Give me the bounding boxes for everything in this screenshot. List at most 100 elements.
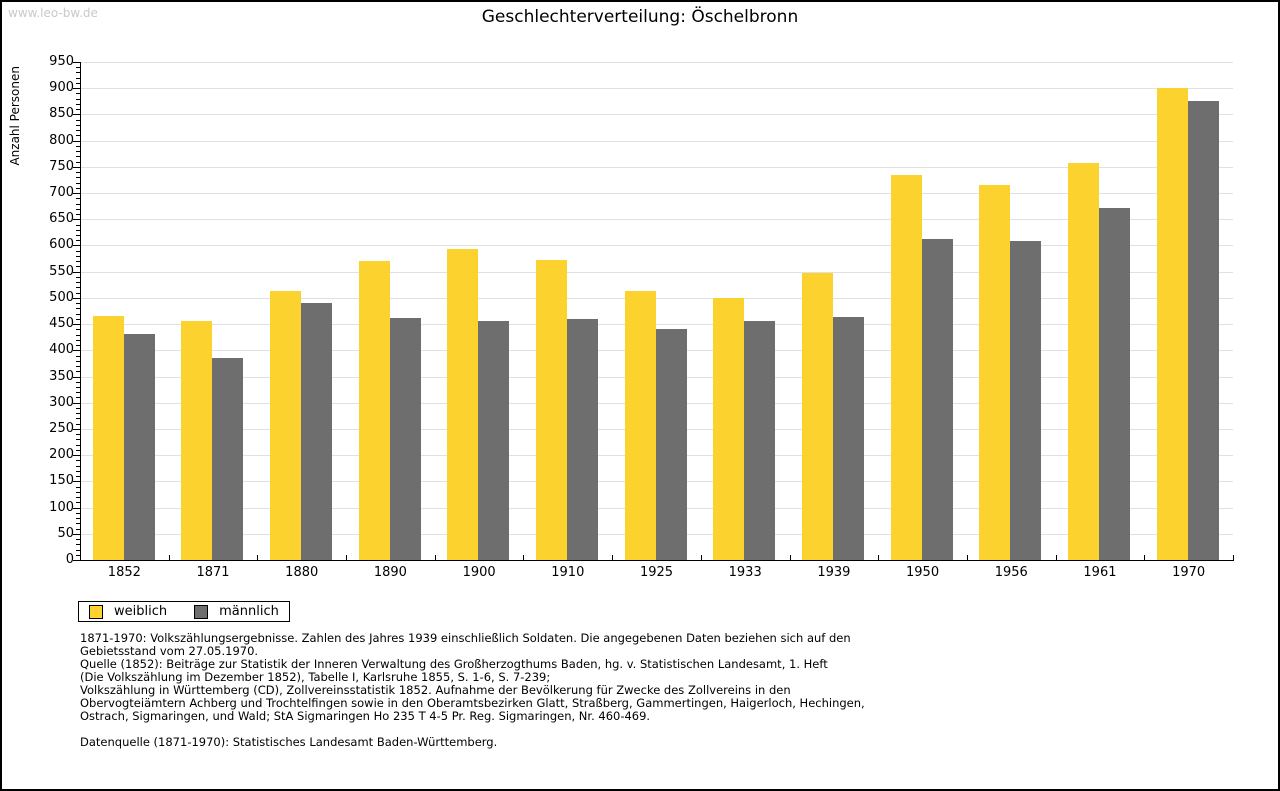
- y-tick-label-350: 350: [49, 368, 74, 384]
- gridline: [80, 166, 1233, 168]
- y-tick-label-250: 250: [49, 420, 74, 436]
- y-tick: [76, 366, 80, 368]
- y-tick: [76, 276, 80, 278]
- x-tick: [1233, 555, 1234, 560]
- y-tick: [76, 287, 80, 289]
- gridline: [80, 245, 1233, 247]
- y-tick: [76, 512, 80, 514]
- bar-männlich-1925: [655, 328, 687, 560]
- y-tick: [76, 460, 80, 462]
- y-tick-label-800: 800: [49, 132, 74, 148]
- gridline: [80, 62, 1233, 63]
- x-tick-label-1925: 1925: [639, 565, 674, 580]
- y-tick: [76, 470, 80, 472]
- y-tick: [76, 182, 80, 184]
- y-tick: [73, 166, 80, 168]
- bar-männlich-1900: [478, 321, 510, 560]
- y-tick: [76, 250, 80, 252]
- y-tick: [76, 318, 80, 320]
- y-tick: [76, 339, 80, 341]
- x-tick-label-1852: 1852: [107, 565, 141, 580]
- y-tick-label-850: 850: [49, 106, 74, 122]
- y-tick: [76, 360, 80, 362]
- y-tick: [76, 145, 80, 147]
- y-tick: [76, 72, 80, 74]
- y-tick: [73, 455, 80, 457]
- y-tick-label-500: 500: [49, 289, 74, 305]
- y-tick: [76, 449, 80, 451]
- y-tick-label-150: 150: [49, 473, 74, 489]
- y-tick-label-50: 50: [57, 525, 74, 541]
- y-tick: [76, 491, 80, 493]
- gridline: [80, 297, 1233, 299]
- y-tick: [73, 481, 80, 483]
- y-tick: [76, 497, 80, 499]
- bar-weiblich-1950: [890, 174, 922, 560]
- bar-männlich-1890: [389, 317, 421, 560]
- x-tick: [168, 555, 170, 560]
- y-tick: [76, 229, 80, 231]
- y-tick: [76, 240, 80, 242]
- gridline: [80, 114, 1233, 116]
- y-tick: [76, 334, 80, 336]
- legend: weiblich männlich: [78, 601, 290, 622]
- y-tick: [76, 423, 80, 425]
- bar-weiblich-1933: [713, 297, 745, 560]
- x-tick-label-1880: 1880: [285, 565, 319, 580]
- x-tick-label-1910: 1910: [551, 565, 585, 580]
- bar-männlich-1880: [300, 302, 332, 560]
- bar-weiblich-1970: [1156, 88, 1188, 560]
- y-tick: [73, 350, 80, 352]
- y-tick: [76, 255, 80, 257]
- y-tick-label-0: 0: [65, 552, 74, 567]
- bar-männlich-1933: [744, 320, 776, 560]
- y-tick: [76, 203, 80, 205]
- legend-item-männlich: männlich: [194, 604, 279, 619]
- x-tick: [434, 555, 436, 560]
- y-tick: [76, 234, 80, 236]
- x-tick-label-1933: 1933: [728, 565, 762, 580]
- y-tick: [76, 177, 80, 179]
- x-tick: [1055, 555, 1057, 560]
- y-tick: [73, 62, 80, 63]
- y-tick: [76, 67, 80, 69]
- y-tick: [76, 313, 80, 315]
- y-tick: [76, 172, 80, 174]
- gridline: [80, 88, 1233, 90]
- legend-label-weiblich: weiblich: [114, 604, 168, 619]
- y-tick: [76, 109, 80, 111]
- y-tick: [73, 428, 80, 430]
- y-tick: [73, 297, 80, 299]
- x-tick-label-1871: 1871: [196, 565, 230, 580]
- y-tick: [76, 130, 80, 132]
- gridline: [80, 140, 1233, 142]
- y-tick-label-600: 600: [49, 237, 74, 253]
- x-tick-label-1939: 1939: [817, 565, 851, 580]
- bar-männlich-1939: [833, 317, 865, 560]
- y-tick: [76, 355, 80, 357]
- x-tick: [1144, 555, 1146, 560]
- bar-weiblich-1871: [181, 320, 213, 560]
- x-tick: [789, 555, 791, 560]
- data-source-line: Datenquelle (1871-1970): Statistisches L…: [80, 735, 498, 749]
- y-tick: [76, 77, 80, 79]
- y-tick: [73, 140, 80, 142]
- y-tick-label-200: 200: [49, 447, 74, 463]
- y-tick-label-550: 550: [49, 263, 74, 279]
- y-tick-label-100: 100: [49, 499, 74, 515]
- bar-männlich-1970: [1187, 101, 1219, 560]
- y-tick: [76, 465, 80, 467]
- y-tick: [76, 266, 80, 268]
- y-tick: [76, 93, 80, 95]
- gridline: [80, 219, 1233, 221]
- x-tick-label-1890: 1890: [373, 565, 407, 580]
- y-tick: [73, 560, 80, 561]
- y-tick: [76, 103, 80, 105]
- source-notes: 1871-1970: Volkszählungsergebnisse. Zahl…: [80, 631, 865, 723]
- y-tick: [76, 345, 80, 347]
- y-tick: [76, 119, 80, 121]
- bar-weiblich-1890: [358, 261, 390, 560]
- y-tick: [76, 82, 80, 84]
- gridline: [80, 193, 1233, 195]
